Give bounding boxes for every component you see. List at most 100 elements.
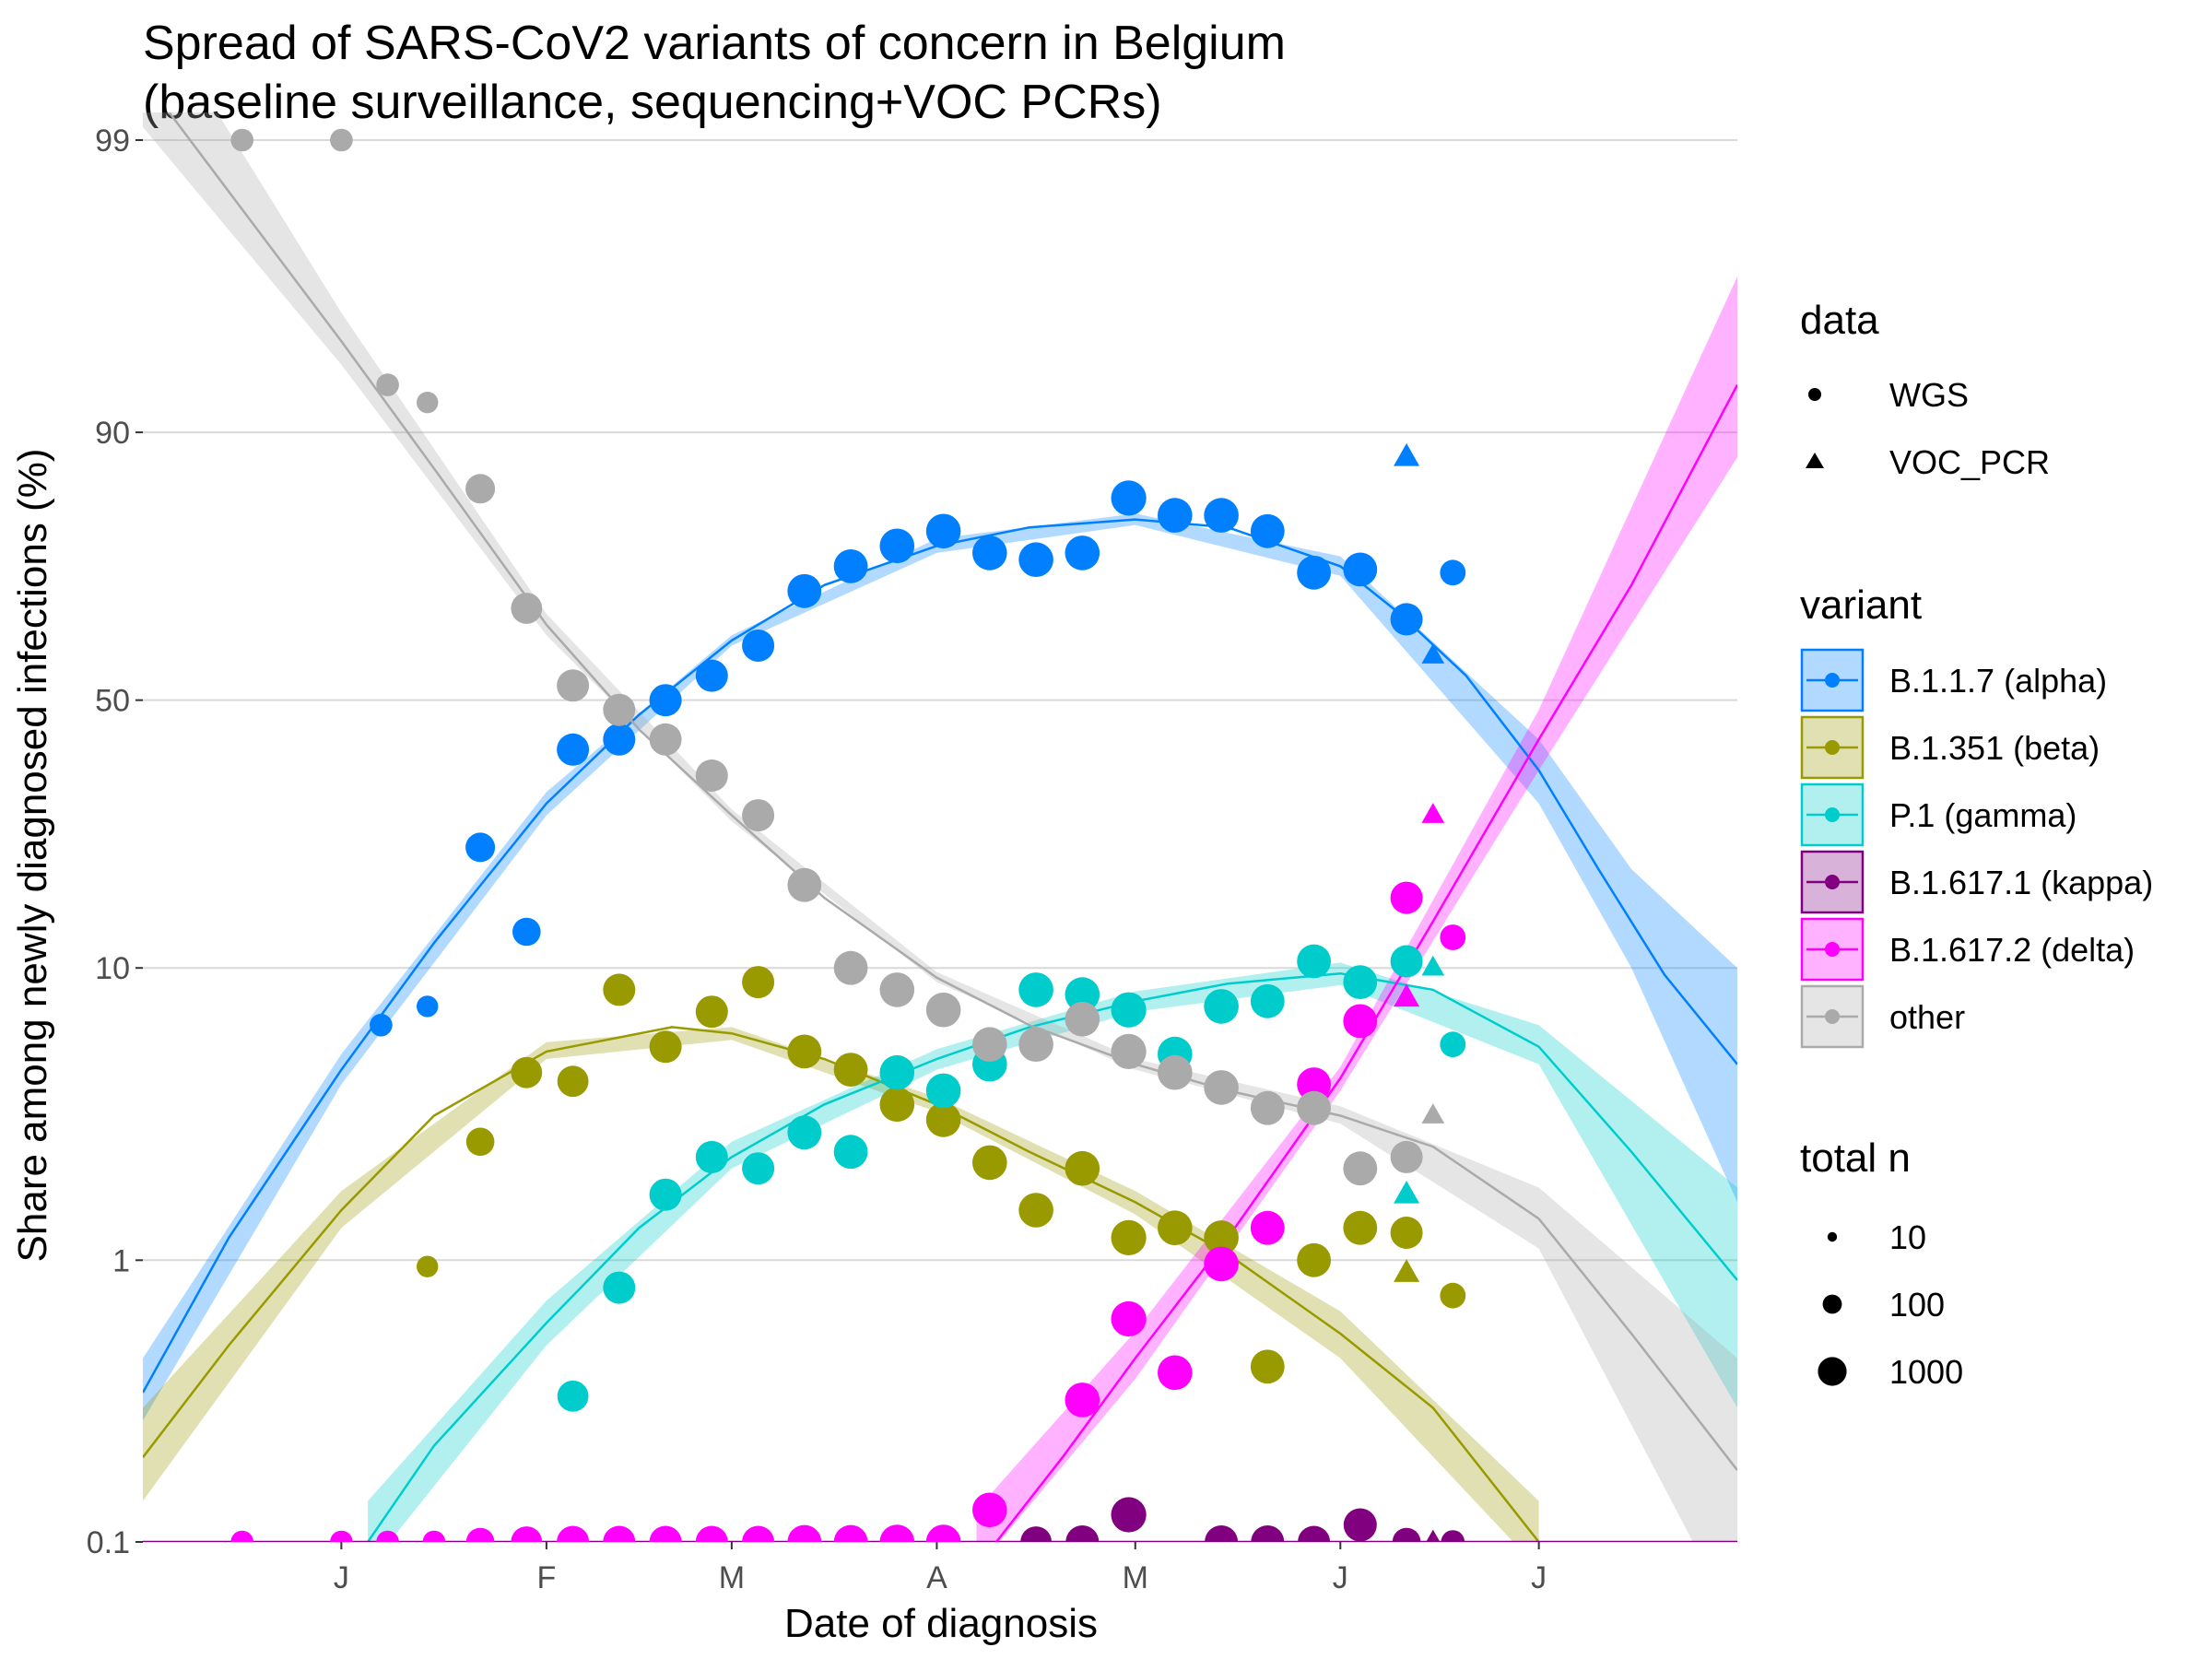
data-point-wgs [1250,1210,1285,1245]
data-point-wgs [1020,1526,1052,1542]
data-point-wgs [376,1530,399,1542]
data-point-wgs [1018,972,1053,1007]
data-point-wgs [557,669,590,702]
data-point-wgs [1297,1067,1331,1101]
data-point-wgs [422,1530,446,1542]
data-points [230,128,1466,1542]
data-point-wgs [1343,552,1378,587]
data-point-wgs [1158,1210,1193,1245]
data-point-wgs [787,573,822,608]
fit-line [143,518,1737,1394]
data-point-voc-pcr [1421,643,1445,664]
legend-size-label: 100 [1889,1286,1945,1324]
x-tick-label: A [926,1560,947,1595]
data-point-voc-pcr [1394,1180,1420,1204]
data-point-wgs [1297,1242,1331,1277]
data-point-wgs [972,535,1007,571]
data-point-wgs [879,1054,915,1090]
data-point-wgs [1250,1090,1285,1125]
data-point-wgs [1204,1220,1239,1255]
legend-key-dot [1825,1009,1840,1024]
data-point-wgs [1440,1282,1466,1309]
data-point-wgs [833,950,868,985]
data-point-wgs [1158,1355,1193,1391]
data-point-wgs [1065,1002,1100,1037]
data-point-wgs [1390,1217,1423,1249]
legend-size-label: 10 [1889,1218,1926,1256]
data-point-wgs [1111,1300,1147,1337]
data-point-wgs [1392,1527,1421,1542]
data-point-wgs [742,1525,775,1542]
legend: data WGS VOC_PCR variant B.1.1.7 (alpha)… [1800,298,2153,1391]
data-point-wgs [1390,1140,1423,1173]
legend-data-label: WGS [1889,376,1969,414]
data-point-wgs [649,723,682,756]
y-tick-label: 0.1 [87,1525,130,1560]
x-tick-label: F [536,1560,556,1595]
data-point-wgs [1065,1382,1100,1418]
legend-variant-label: B.1.617.2 (delta) [1889,931,2135,969]
data-point-wgs [1204,1070,1239,1105]
legend-size-dot [1822,1294,1842,1314]
data-point-wgs [649,1030,682,1064]
data-point-wgs [972,1492,1007,1528]
y-tick-label: 99 [95,124,130,159]
y-axis-title: Share among newly diagnosed infections (… [10,449,55,1263]
data-point-wgs [1390,603,1423,636]
data-point-wgs [879,1087,915,1123]
data-point-voc-pcr [1421,1103,1445,1124]
data-point-voc-pcr [1421,955,1445,976]
data-point-wgs [742,799,775,832]
data-point-wgs [833,1053,868,1087]
data-point-wgs [787,1115,822,1150]
legend-size-dot [1818,1357,1847,1386]
data-point-wgs [1158,498,1193,533]
data-point-wgs [695,995,728,1029]
legend-key-dot [1825,807,1840,822]
data-point-wgs [1298,1525,1331,1542]
data-point-wgs [417,995,439,1018]
data-point-wgs [925,1524,961,1542]
data-point-wgs [695,1140,728,1173]
data-point-wgs [1204,1246,1239,1282]
x-tick-label: J [1531,1560,1547,1595]
data-point-wgs [603,723,636,756]
data-point-wgs [512,917,541,947]
data-point-wgs [1297,1090,1331,1125]
data-point-wgs [1065,535,1100,571]
legend-key-dot [1825,673,1840,688]
data-point-wgs [465,832,496,863]
legend-total-n: total n 10 100 1000 [1800,1135,1963,1391]
confidence-band [143,1027,1539,1542]
legend-variant-label: B.1.1.7 (alpha) [1889,662,2107,700]
legend-variant-label: P.1 (gamma) [1889,796,2077,834]
data-point-wgs [925,1073,961,1109]
data-point-wgs [1111,1497,1147,1533]
legend-key-dot [1825,875,1840,889]
data-point-wgs [742,629,775,662]
data-point-wgs [230,128,253,152]
data-point-wgs [1018,542,1053,577]
x-tick-label: J [334,1560,349,1595]
data-point-voc-pcr [1421,803,1445,823]
data-point-wgs [1204,498,1239,533]
legend-variant: variant B.1.1.7 (alpha) B.1.351 (beta) P.1… [1800,582,2153,1049]
data-point-wgs [879,972,915,1007]
data-point-wgs [370,1013,393,1037]
data-point-wgs [1205,1525,1239,1542]
data-point-wgs [1343,1004,1378,1039]
data-point-wgs [787,867,822,902]
data-point-wgs [649,684,682,717]
fit-line [995,384,1737,1542]
data-point-wgs [330,128,353,152]
data-point-wgs [695,759,728,792]
data-point-wgs [649,1178,682,1211]
data-point-wgs [1111,480,1147,516]
data-point-wgs [511,593,543,624]
data-point-wgs [972,1027,1007,1062]
data-point-wgs [1390,945,1423,978]
data-point-wgs [1065,1150,1100,1186]
data-point-wgs [1343,1508,1377,1542]
